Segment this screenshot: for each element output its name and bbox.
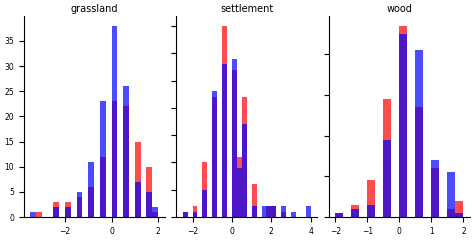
Bar <box>400 26 408 217</box>
Bar <box>232 59 237 217</box>
Bar <box>111 26 118 217</box>
Bar <box>53 207 59 217</box>
Bar <box>146 192 152 217</box>
Bar <box>306 206 311 217</box>
Bar <box>30 212 36 217</box>
Bar <box>336 213 343 217</box>
Bar <box>447 172 456 217</box>
Bar <box>65 202 71 217</box>
Bar <box>252 206 256 217</box>
Bar <box>383 99 392 217</box>
Bar <box>271 206 276 217</box>
Bar <box>111 101 118 217</box>
Bar <box>456 201 464 217</box>
Bar <box>456 213 464 217</box>
Bar <box>100 157 106 217</box>
Title: grassland: grassland <box>70 4 118 14</box>
Bar <box>415 50 423 217</box>
Bar <box>431 168 439 217</box>
Bar <box>182 212 188 217</box>
Bar <box>135 142 141 217</box>
Bar <box>202 190 207 217</box>
Bar <box>281 212 286 217</box>
Bar <box>415 107 423 217</box>
Bar <box>135 182 141 217</box>
Bar <box>77 192 82 217</box>
Bar <box>232 70 237 217</box>
Bar <box>242 97 247 217</box>
Bar <box>212 91 217 217</box>
Bar <box>281 206 286 217</box>
Bar <box>152 212 158 217</box>
Bar <box>447 209 456 217</box>
Bar <box>237 168 242 217</box>
Bar <box>36 212 42 217</box>
Bar <box>182 212 188 217</box>
Bar <box>88 187 94 217</box>
Bar <box>252 184 256 217</box>
Title: wood: wood <box>386 4 412 14</box>
Bar <box>237 157 242 217</box>
Title: settlement: settlement <box>220 4 273 14</box>
Bar <box>266 206 271 217</box>
Bar <box>192 206 198 217</box>
Bar <box>146 167 152 217</box>
Bar <box>77 197 82 217</box>
Bar <box>88 162 94 217</box>
Bar <box>123 86 129 217</box>
Bar <box>222 26 227 217</box>
Bar <box>65 207 71 217</box>
Bar <box>152 207 158 217</box>
Bar <box>212 97 217 217</box>
Bar <box>222 64 227 217</box>
Bar <box>383 140 392 217</box>
Bar <box>367 180 375 217</box>
Bar <box>53 202 59 217</box>
Bar <box>242 124 247 217</box>
Bar <box>400 34 408 217</box>
Bar <box>336 213 343 217</box>
Bar <box>262 206 266 217</box>
Bar <box>351 205 359 217</box>
Bar <box>271 206 276 217</box>
Bar <box>266 206 271 217</box>
Bar <box>100 101 106 217</box>
Bar <box>431 160 439 217</box>
Bar <box>202 162 207 217</box>
Bar <box>192 212 198 217</box>
Bar <box>123 106 129 217</box>
Bar <box>351 209 359 217</box>
Bar <box>367 205 375 217</box>
Bar <box>291 212 296 217</box>
